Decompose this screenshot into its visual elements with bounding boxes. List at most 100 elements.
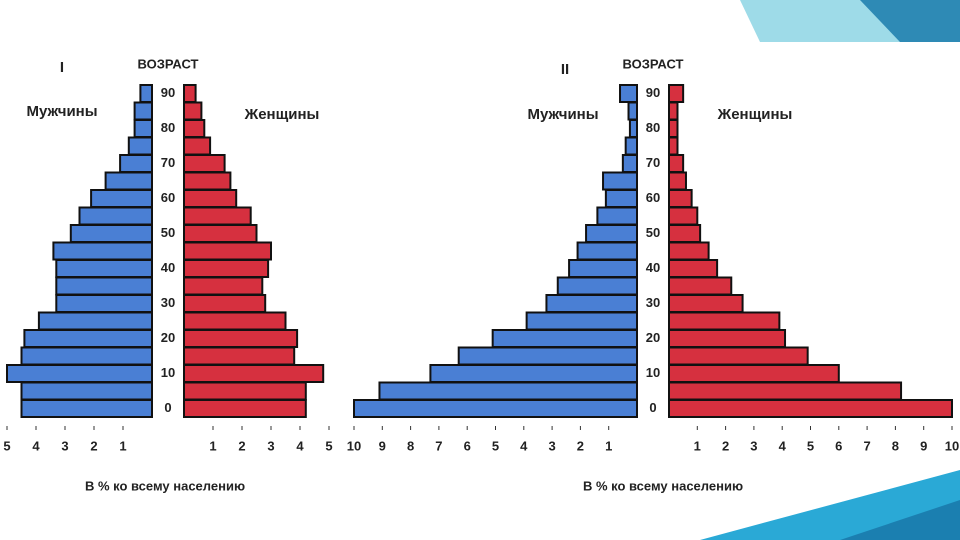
bar [596, 206, 639, 226]
y-tick-label: 20 [646, 330, 660, 345]
bar [23, 329, 153, 348]
x-tick-label: 1 [209, 438, 216, 453]
x-tick-label: 9 [379, 438, 386, 453]
x-tick-label: 3 [61, 438, 68, 453]
axis-title: ВОЗРАСТ [138, 56, 199, 71]
bar [183, 364, 325, 383]
x-axis-title: В % ко всему населению [583, 478, 743, 493]
bar [183, 224, 258, 243]
bar [545, 294, 638, 313]
bar [183, 294, 267, 313]
chart-title: II [561, 61, 569, 78]
y-tick-label: 90 [161, 85, 175, 100]
y-tick-label: 0 [649, 400, 656, 415]
bar [491, 329, 639, 348]
bar [668, 381, 903, 401]
y-tick-label: 10 [161, 365, 175, 380]
bar [20, 381, 153, 401]
bar [576, 241, 639, 261]
bar [668, 101, 679, 121]
bar [668, 119, 679, 138]
bar [668, 294, 744, 313]
bar [619, 84, 639, 103]
bar [183, 276, 264, 296]
bar [183, 189, 238, 208]
bar [183, 136, 212, 156]
x-axis-title: В % ко всему населению [85, 478, 245, 493]
bar [668, 364, 840, 383]
bar [20, 346, 153, 366]
bar [183, 311, 287, 331]
y-tick-label: 90 [646, 85, 660, 100]
x-tick-label: 5 [3, 438, 10, 453]
bar [668, 189, 693, 208]
y-tick-label: 10 [646, 365, 660, 380]
bar [353, 399, 638, 418]
y-tick-label: 30 [646, 295, 660, 310]
bar [90, 189, 153, 208]
x-tick-label: 7 [435, 438, 442, 453]
bar [602, 171, 638, 191]
bar [52, 241, 153, 261]
bar [668, 84, 685, 103]
bar [585, 224, 638, 243]
x-tick-label: 2 [722, 438, 729, 453]
bar [668, 171, 687, 191]
bar [668, 224, 702, 243]
bar [624, 136, 638, 156]
x-tick-label: 2 [90, 438, 97, 453]
bar [668, 329, 787, 348]
x-tick-label: 9 [920, 438, 927, 453]
y-tick-label: 80 [161, 120, 175, 135]
bar [568, 259, 639, 278]
y-tick-label: 70 [646, 155, 660, 170]
bar [133, 101, 154, 121]
x-tick-label: 5 [807, 438, 814, 453]
bar [525, 311, 639, 331]
y-tick-label: 0 [164, 400, 171, 415]
bar [55, 276, 153, 296]
legend-label: Мужчины [527, 106, 598, 123]
bar [119, 154, 153, 173]
bar [668, 276, 733, 296]
x-tick-label: 10 [945, 438, 959, 453]
bar [183, 154, 226, 173]
bar [183, 206, 252, 226]
y-tick-label: 40 [161, 260, 175, 275]
x-tick-label: 4 [32, 438, 40, 453]
x-tick-label: 5 [325, 438, 332, 453]
x-tick-label: 4 [779, 438, 787, 453]
bar [628, 119, 638, 138]
bar [55, 259, 153, 278]
bar [604, 189, 638, 208]
bar [556, 276, 639, 296]
x-tick-label: 8 [892, 438, 899, 453]
bar [6, 364, 153, 383]
bar [621, 154, 638, 173]
legend-label: Мужчины [26, 103, 97, 120]
bar [627, 101, 639, 121]
bar [183, 329, 299, 348]
bar [20, 399, 153, 418]
bar [104, 171, 153, 191]
x-tick-label: 3 [267, 438, 274, 453]
bar [37, 311, 153, 331]
bar [457, 346, 638, 366]
x-tick-label: 1 [119, 438, 126, 453]
x-tick-label: 1 [605, 438, 612, 453]
x-tick-label: 1 [694, 438, 701, 453]
bar [69, 224, 153, 243]
bar [378, 381, 638, 401]
x-tick-label: 5 [492, 438, 499, 453]
bar [183, 241, 272, 261]
y-tick-label: 80 [646, 120, 660, 135]
bar [183, 399, 307, 418]
bar [139, 84, 153, 103]
bar [668, 346, 809, 366]
bar [183, 119, 206, 138]
x-tick-label: 3 [750, 438, 757, 453]
y-tick-label: 60 [161, 190, 175, 205]
bar [127, 136, 154, 156]
